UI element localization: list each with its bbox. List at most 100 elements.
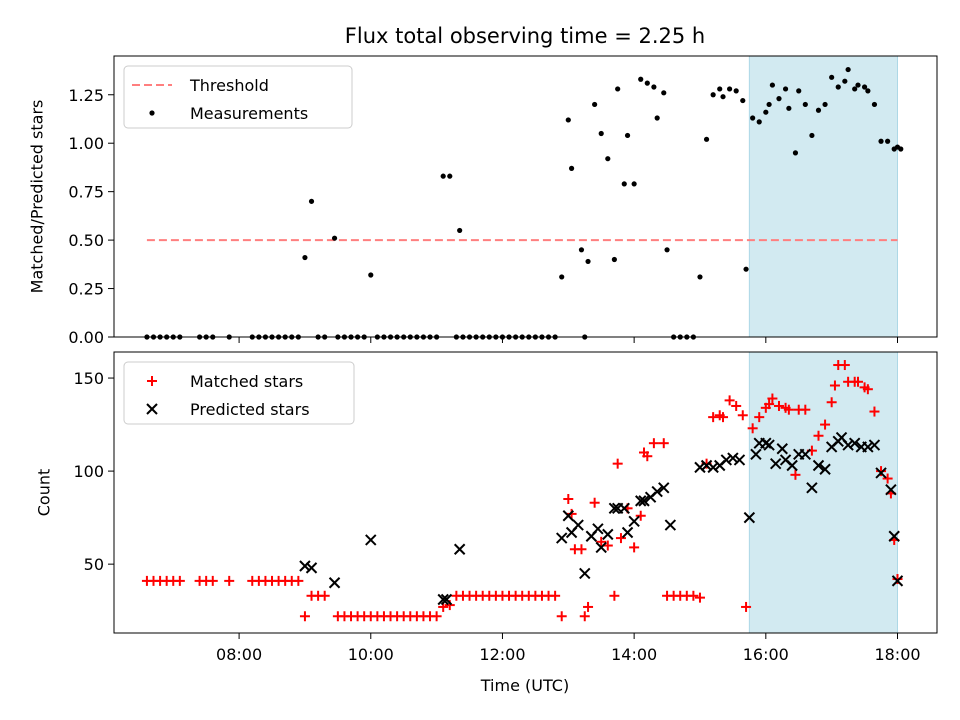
measurement-point — [809, 132, 815, 139]
measurement-point — [559, 274, 565, 280]
legend-label: Matched stars — [190, 372, 303, 391]
matched-star-point — [694, 592, 705, 603]
predicted-star-point — [651, 485, 663, 498]
top-frame — [113, 55, 938, 338]
measurement-point — [756, 119, 762, 125]
matched-star-point — [829, 380, 840, 391]
measurement-point — [776, 96, 782, 102]
matched-star-point — [566, 508, 577, 519]
matched-star-point — [224, 575, 235, 586]
measurement-point — [644, 80, 650, 86]
predicted-star-point — [733, 454, 746, 466]
x-tick-label: 18:00 — [874, 645, 920, 664]
measurement-point — [308, 198, 315, 204]
measurement-point — [766, 101, 772, 108]
measurement-point — [763, 109, 769, 115]
predicted-star-point — [707, 461, 719, 474]
matched-star-point — [839, 360, 850, 371]
predicted-star-point — [750, 448, 762, 461]
predicted-star-point — [763, 439, 775, 451]
measurement-point — [815, 107, 822, 113]
predicted-star-point — [328, 577, 341, 589]
predicted-star-point — [760, 437, 772, 449]
measurement-point — [878, 138, 884, 144]
measurement-point — [855, 82, 861, 88]
measurement-point — [769, 82, 776, 88]
measurement-point — [802, 101, 808, 108]
y-tick-label: 100 — [73, 462, 104, 481]
matched-star-point — [642, 451, 653, 462]
predicted-star-point — [305, 562, 318, 574]
predicted-star-point — [437, 593, 449, 606]
legend-label: Measurements — [190, 104, 308, 123]
measurement-point — [710, 92, 716, 98]
matched-star-point — [731, 400, 742, 411]
measurement-point — [615, 86, 621, 92]
measurement-point — [440, 173, 446, 179]
predicted-star-point — [769, 457, 782, 470]
y-tick-label: 0.00 — [68, 328, 104, 347]
matched-star-point — [767, 393, 778, 404]
measurement-point — [750, 115, 756, 121]
predicted-star-point — [819, 463, 831, 475]
measurement-point — [871, 101, 878, 108]
measurement-point — [611, 256, 617, 263]
measurement-point — [624, 132, 631, 139]
predicted-star-point — [628, 515, 640, 528]
measurement-point — [568, 165, 575, 171]
matched-star-point — [820, 419, 831, 430]
matched-star-point — [876, 466, 887, 477]
predicted-star-point — [664, 519, 677, 531]
x-tick-label: 16:00 — [743, 645, 789, 664]
y-tick-label: 1.25 — [68, 86, 104, 105]
measurement-point — [638, 76, 644, 82]
measurement-point — [598, 130, 604, 137]
measurement-point — [447, 173, 453, 179]
predicted-star-point — [572, 519, 584, 531]
measurement-point — [796, 88, 802, 94]
matched-star-point — [800, 404, 811, 415]
predicted-star-point — [608, 502, 621, 515]
bottom-legend: Matched stars Predicted stars — [123, 361, 355, 425]
predicted-star-point — [812, 459, 825, 472]
matched-star-point — [589, 497, 600, 508]
top-legend: Threshold Measurements — [123, 65, 353, 129]
y-tick-label: 50 — [84, 555, 104, 574]
predicted-star-point — [694, 461, 706, 474]
legend-symbol-matched — [147, 376, 157, 386]
predicted-star-point — [562, 510, 575, 522]
measurement-point — [727, 86, 733, 92]
measurement-point — [565, 117, 571, 123]
measurement-point — [720, 94, 726, 100]
measurement-point — [697, 274, 703, 280]
y-tick-label: 0.75 — [68, 183, 104, 202]
matched-star-point — [207, 575, 218, 586]
top-panel: 0.00 0.25 0.50 0.75 1.00 1.25 Matched/Predict… — [28, 55, 938, 347]
measurement-point — [792, 150, 799, 156]
y-tick-label: 0.50 — [68, 231, 104, 250]
matched-star-point — [563, 494, 574, 505]
predicted-star-point — [618, 502, 630, 515]
matched-star-point — [635, 510, 646, 521]
matched-star-point — [579, 611, 590, 622]
matched-star-point — [576, 544, 587, 555]
predicted-star-point — [848, 437, 861, 449]
legend-box — [123, 361, 355, 425]
matched-star-point — [319, 590, 330, 601]
matched-star-point — [629, 542, 640, 553]
legend-label: Threshold — [189, 76, 269, 95]
predicted-star-point — [602, 528, 614, 541]
matched-star-point — [718, 412, 729, 423]
predicted-star-point — [727, 452, 739, 464]
predicted-star-point — [786, 459, 798, 472]
matched-star-point — [862, 384, 873, 395]
measurement-point — [852, 86, 858, 92]
predicted-star-point — [592, 523, 604, 535]
matched-star-point — [556, 611, 567, 622]
predicted-star-point — [875, 467, 887, 479]
predicted-star-point — [453, 543, 466, 555]
top-y-axis-label: Matched/Predicted stars — [28, 100, 47, 294]
measurement-point — [822, 101, 828, 108]
